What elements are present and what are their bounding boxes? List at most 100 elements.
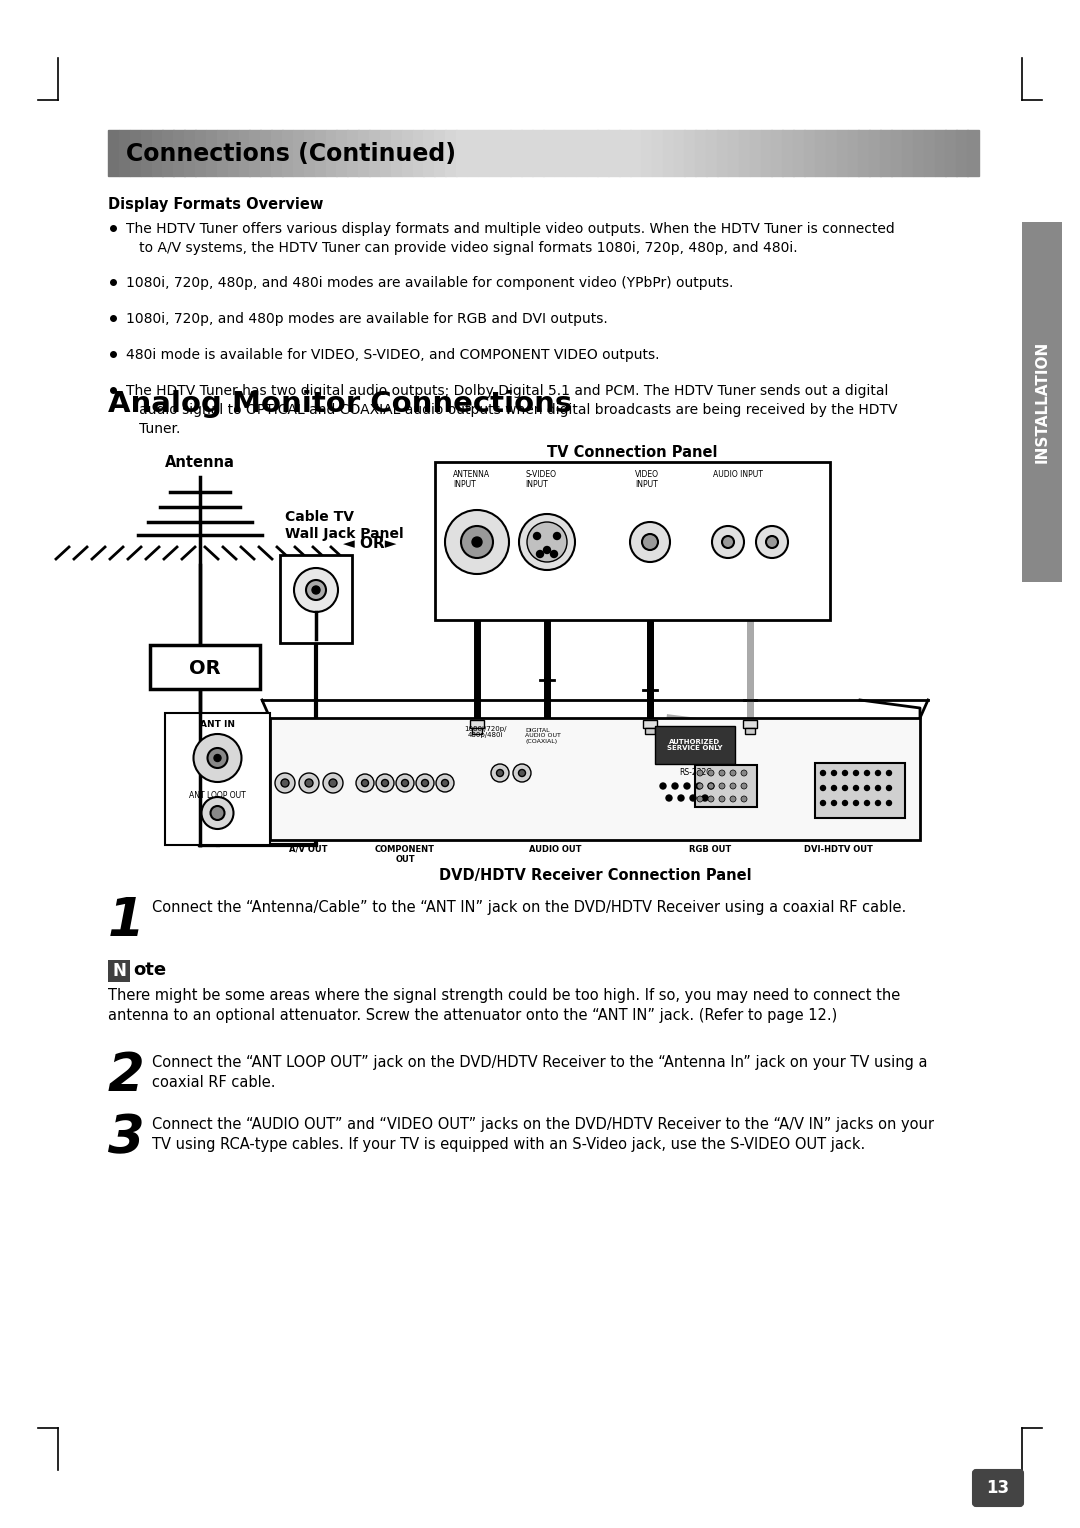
Circle shape	[821, 801, 825, 805]
Bar	[760, 130, 772, 176]
Bar	[359, 130, 369, 176]
Circle shape	[832, 801, 837, 805]
Bar	[282, 130, 294, 176]
Text: COMPONENT
OUT: COMPONENT OUT	[375, 845, 435, 865]
Circle shape	[697, 796, 703, 802]
Bar	[645, 727, 654, 733]
Circle shape	[842, 801, 848, 805]
Circle shape	[730, 770, 735, 776]
Bar	[270, 718, 920, 840]
Text: AUDIO OUT: AUDIO OUT	[529, 845, 581, 854]
Circle shape	[876, 770, 880, 776]
Text: A/V OUT: A/V OUT	[288, 845, 327, 854]
Text: DIGITAL
AUDIO OUT
(COAXIAL): DIGITAL AUDIO OUT (COAXIAL)	[525, 727, 561, 744]
Circle shape	[666, 795, 672, 801]
Circle shape	[766, 536, 778, 549]
Bar	[391, 130, 402, 176]
Bar	[743, 720, 757, 727]
Bar	[303, 130, 315, 176]
Bar	[532, 130, 543, 176]
Bar	[1022, 222, 1062, 582]
Circle shape	[518, 770, 526, 776]
Circle shape	[642, 533, 658, 550]
Circle shape	[887, 801, 891, 805]
Bar	[750, 130, 761, 176]
Circle shape	[821, 770, 825, 776]
Bar	[597, 130, 609, 176]
Circle shape	[723, 536, 734, 549]
Bar	[608, 130, 620, 176]
Bar	[934, 130, 946, 176]
Text: N: N	[112, 963, 126, 979]
Text: Connect the “ANT LOOP OUT” jack on the DVD/HDTV Receiver to the “Antenna In” jac: Connect the “ANT LOOP OUT” jack on the D…	[152, 1054, 928, 1089]
Bar	[543, 130, 554, 176]
Circle shape	[853, 801, 859, 805]
Circle shape	[193, 733, 242, 782]
Text: DVI-HDTV OUT: DVI-HDTV OUT	[804, 845, 873, 854]
Circle shape	[461, 526, 492, 558]
Circle shape	[730, 796, 735, 802]
Bar	[880, 130, 891, 176]
Bar	[336, 130, 348, 176]
Circle shape	[853, 770, 859, 776]
Text: 480i mode is available for VIDEO, S-VIDEO, and COMPONENT VIDEO outputs.: 480i mode is available for VIDEO, S-VIDE…	[126, 348, 660, 362]
Circle shape	[708, 782, 714, 788]
Bar	[130, 130, 141, 176]
Circle shape	[660, 782, 666, 788]
Bar	[630, 130, 642, 176]
Text: TV Connection Panel: TV Connection Panel	[548, 445, 718, 460]
Bar	[619, 130, 631, 176]
Bar	[706, 130, 717, 176]
Text: Antenna: Antenna	[165, 455, 235, 471]
Circle shape	[864, 785, 869, 790]
Bar	[206, 130, 217, 176]
Bar	[891, 130, 903, 176]
Circle shape	[421, 779, 429, 787]
Bar	[477, 130, 489, 176]
Text: 2: 2	[108, 1050, 145, 1102]
Text: S-VIDEO: S-VIDEO	[525, 471, 556, 478]
Text: VIDEO: VIDEO	[635, 471, 659, 478]
Bar	[314, 130, 326, 176]
Bar	[472, 727, 482, 733]
Bar	[728, 130, 739, 176]
Circle shape	[887, 770, 891, 776]
Circle shape	[323, 773, 343, 793]
Bar	[380, 130, 391, 176]
Circle shape	[684, 782, 690, 788]
Bar	[369, 130, 380, 176]
Bar	[108, 130, 120, 176]
Circle shape	[214, 755, 221, 761]
Circle shape	[702, 795, 708, 801]
Circle shape	[876, 785, 880, 790]
Circle shape	[730, 782, 735, 788]
Circle shape	[294, 568, 338, 613]
Bar	[967, 130, 978, 176]
Bar	[565, 130, 576, 176]
Circle shape	[275, 773, 295, 793]
Bar	[902, 130, 914, 176]
Bar	[643, 720, 657, 727]
Bar	[413, 130, 423, 176]
Bar	[162, 130, 174, 176]
Circle shape	[312, 587, 320, 594]
Bar	[869, 130, 880, 176]
Circle shape	[396, 775, 414, 792]
Bar	[923, 130, 935, 176]
Bar	[586, 130, 598, 176]
Text: OR: OR	[189, 659, 220, 677]
Text: ANT LOOP OUT: ANT LOOP OUT	[189, 792, 246, 801]
Text: ◄ OR►: ◄ OR►	[343, 535, 396, 550]
Text: Connections (Continued): Connections (Continued)	[126, 142, 456, 167]
Text: Wall Jack Panel: Wall Jack Panel	[285, 527, 404, 541]
Circle shape	[306, 581, 326, 601]
Circle shape	[708, 796, 714, 802]
Circle shape	[842, 785, 848, 790]
Bar	[651, 130, 663, 176]
Circle shape	[756, 526, 788, 558]
Circle shape	[554, 532, 561, 539]
Text: INPUT: INPUT	[453, 480, 476, 489]
Bar	[119, 130, 131, 176]
Text: The HDTV Tuner has two digital audio outputs; Dolby Digital 5.1 and PCM. The HDT: The HDTV Tuner has two digital audio out…	[126, 384, 897, 435]
Circle shape	[202, 798, 233, 830]
